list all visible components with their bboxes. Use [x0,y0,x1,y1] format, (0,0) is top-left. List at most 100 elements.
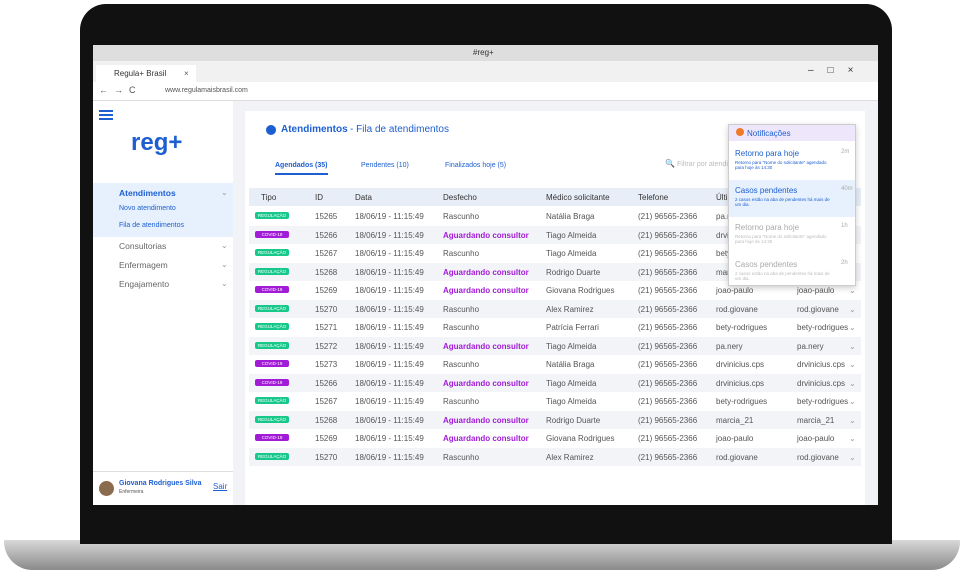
search-icon: 🔍 [665,159,675,168]
tabs: Agendados (35) Pendentes (10) Finalizados … [265,159,565,179]
cell: 15268 [315,267,338,277]
tab[interactable]: Regula+ Brasil × [96,65,196,82]
cell: Patrícia Ferrari [546,323,599,332]
row-chevron: ⌄ [849,286,856,295]
cell: joao-paulo [716,434,754,443]
cell: 15267 [315,397,338,406]
cell: Aguardando consultor [443,415,529,425]
cell: 18/06/19 - 11:15:49 [355,415,424,425]
nav-active-bg [93,183,233,237]
notif-time: 1h [841,223,848,229]
cell: 18/06/19 - 11:15:49 [355,267,424,277]
notif-title[interactable]: Notificações [747,129,791,138]
notif-item-title[interactable]: Retorno para hoje [735,223,800,232]
cell: 18/06/19 - 11:15:49 [355,230,424,240]
nav-subitem[interactable]: Novo atendimento [119,205,176,212]
cell: (21) 96565-2366 [638,286,698,295]
cell: drvinicius.cps [716,378,765,388]
nav-item[interactable]: Atendimentos [119,188,176,198]
notif-item-title[interactable]: Retorno para hoje [735,149,800,158]
notif-text: Retorno para "Nome do solicitante" agend… [735,234,827,244]
cell: Rascunho [443,249,480,258]
cell: rod.giovane [716,304,758,314]
laptop-base [4,540,960,570]
notif-text: 2 casos estão na aba de pendentes há mai… [735,197,830,207]
table: Tipo ID Data Desfecho Médico solicitante Tele… [249,188,861,468]
nav-subitem[interactable]: Fila de atendimentos [119,222,184,229]
tab[interactable]: Finalizados hoje (5) [445,162,507,169]
cell: 18/06/19 - 11:15:49 [355,397,424,406]
row-bg [249,373,861,392]
type-badge: REGULAÇÃO [255,212,289,219]
cell: Rascunho [443,397,480,406]
nav-item[interactable]: Engajamento [119,279,170,289]
window-controls[interactable]: –□× [808,65,868,76]
type-badge: COVID-19 [255,286,289,293]
cell: 15273 [315,360,338,369]
sidebar: reg+ Atendimentos ⌄ Novo atendimento Fila d… [93,101,233,505]
cell: drvinicius.cps [797,360,846,369]
notif-header-bg [729,125,855,141]
tab[interactable]: Agendados (35) [275,162,328,175]
notif-item-title[interactable]: Casos pendentes [735,260,798,269]
type-badge: COVID-19 [255,434,289,441]
search[interactable]: 🔍 Filtrar por atendimento [665,159,747,173]
column-header[interactable]: Médico solicitante [546,193,610,202]
column-header[interactable]: Desfecho [443,193,477,202]
row-chevron: ⌄ [849,452,856,462]
url[interactable]: www.regulamaisbrasil.com [165,87,248,94]
page-title: Atendimentos [281,124,348,135]
menu-icon[interactable] [99,110,113,120]
tab-close[interactable]: × [184,69,189,78]
cell: pa.nery [797,341,824,351]
cell: bety-rodrigues [716,397,768,406]
cell: 18/06/19 - 11:15:49 [355,323,424,332]
nav-chevron: ⌄ [221,241,228,250]
cell: 15272 [315,341,338,351]
cell: Giovana Rodrigues [546,434,615,443]
cell: bety-rodrigues [797,397,849,406]
nav-item[interactable]: Enfermagem [119,260,168,270]
cell: 18/06/19 - 11:15:49 [355,452,424,462]
notif-text: 2 casos estão na aba de pendentes há mai… [735,271,830,281]
tab[interactable]: Pendentes (10) [361,162,409,169]
cell: Aguardando consultor [443,230,529,240]
cell: Tiago Almeida [546,230,597,240]
card: Atendimentos - Fila de atendimentos Agen… [245,111,865,505]
cell: rod.giovane [716,452,758,462]
column-header[interactable]: Data [355,193,372,202]
logo: reg+ [131,129,183,156]
column-header[interactable]: Tipo [261,193,277,202]
notif-item-title[interactable]: Casos pendentes [735,186,798,195]
cell: Rascunho [443,304,480,314]
cell: Giovana Rodrigues [546,286,615,295]
column-header[interactable]: ID [315,193,323,202]
cell: Alex Ramirez [546,304,594,314]
screen: #reg+ Regula+ Brasil × –□× ←→C www.regula… [93,45,878,505]
cell: (21) 96565-2366 [638,341,698,351]
row-chevron: ⌄ [849,323,856,332]
cell: 18/06/19 - 11:15:49 [355,378,424,388]
type-badge: COVID-19 [255,378,289,386]
cell: (21) 96565-2366 [638,267,698,277]
cell: marcia_21 [716,415,754,425]
cell: 18/06/19 - 11:15:49 [355,341,424,351]
cell: 18/06/19 - 11:15:49 [355,434,424,443]
cell: Aguardando consultor [443,341,529,351]
cell: (21) 96565-2366 [638,360,698,369]
logout[interactable]: Sair [213,482,228,491]
type-badge: REGULAÇÃO [255,452,289,460]
cell: Tiago Almeida [546,341,597,351]
cell: Aguardando consultor [443,434,529,443]
row-bg [249,262,861,281]
cell: drvinicius.cps [716,360,765,369]
cell: 15265 [315,212,338,221]
nav-item[interactable]: Consultorias [119,241,167,251]
column-header[interactable]: Telefone [638,193,669,202]
cell: 15267 [315,249,338,258]
type-badge: REGULAÇÃO [255,415,289,423]
cell: Rascunho [443,323,480,332]
row-chevron: ⌄ [849,397,856,406]
nav-buttons[interactable]: ←→C [99,85,142,95]
